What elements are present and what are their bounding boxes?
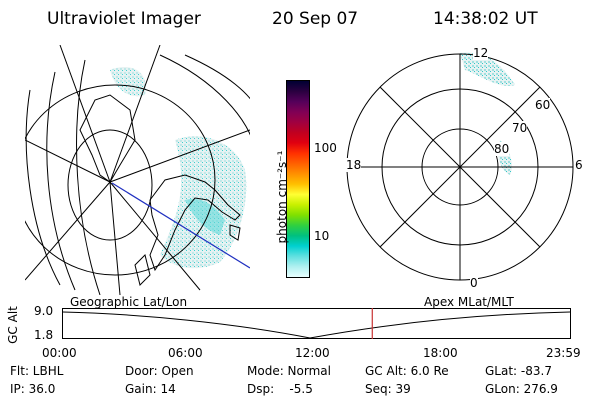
mlt-label-6: 6	[575, 158, 583, 172]
timeline-tick-1800: 18:00	[423, 346, 458, 360]
colorbar-tick-10: 10	[314, 229, 330, 243]
status-gc-alt: GC Alt: 6.0 Re	[365, 364, 449, 378]
status-gain: Gain: 14	[125, 382, 176, 396]
mlt-label-18: 18	[346, 158, 362, 172]
lat-label-60: 60	[535, 98, 551, 112]
date-label: 20 Sep 07	[272, 9, 359, 29]
timeline-tick-0000: 00:00	[42, 346, 77, 360]
status-mode: Mode: Normal	[247, 364, 331, 378]
status-filter: Flt: LBHL	[10, 364, 64, 378]
status-dsp: Dsp: -5.5	[247, 382, 313, 396]
timeline-ymax: 9.0	[34, 304, 54, 318]
polar-plot	[346, 52, 574, 281]
geographic-map	[25, 45, 250, 295]
colorbar	[286, 80, 310, 278]
lat-label-70: 70	[512, 121, 528, 135]
timeline-plot	[62, 308, 571, 339]
status-ip: IP: 36.0	[10, 382, 56, 396]
colorbar-gradient	[287, 81, 309, 277]
timeline-ymin: 1.8	[34, 328, 54, 342]
status-door: Door: Open	[125, 364, 194, 378]
timeline-tick-0600: 06:00	[168, 346, 203, 360]
lat-label-80: 80	[494, 142, 510, 156]
timeline-tick-2359: 23:59	[546, 346, 581, 360]
colorbar-label: photon cm⁻²s⁻¹	[275, 150, 289, 244]
time-label: 14:38:02 UT	[433, 9, 538, 29]
geo-map-label: Geographic Lat/Lon	[70, 295, 188, 309]
timeline-ylabel: GC Alt	[6, 306, 20, 344]
colorbar-tick-100: 100	[314, 141, 337, 155]
polar-plot-label: Apex MLat/MLT	[424, 295, 514, 309]
mlt-label-0: 0	[470, 276, 478, 290]
app-title: Ultraviolet Imager	[47, 9, 201, 29]
status-glat: GLat: -83.7	[485, 364, 552, 378]
status-glon: GLon: 276.9	[485, 382, 558, 396]
timeline-tick-1200: 12:00	[295, 346, 330, 360]
mlt-label-12: 12	[473, 46, 489, 60]
status-seq: Seq: 39	[365, 382, 411, 396]
